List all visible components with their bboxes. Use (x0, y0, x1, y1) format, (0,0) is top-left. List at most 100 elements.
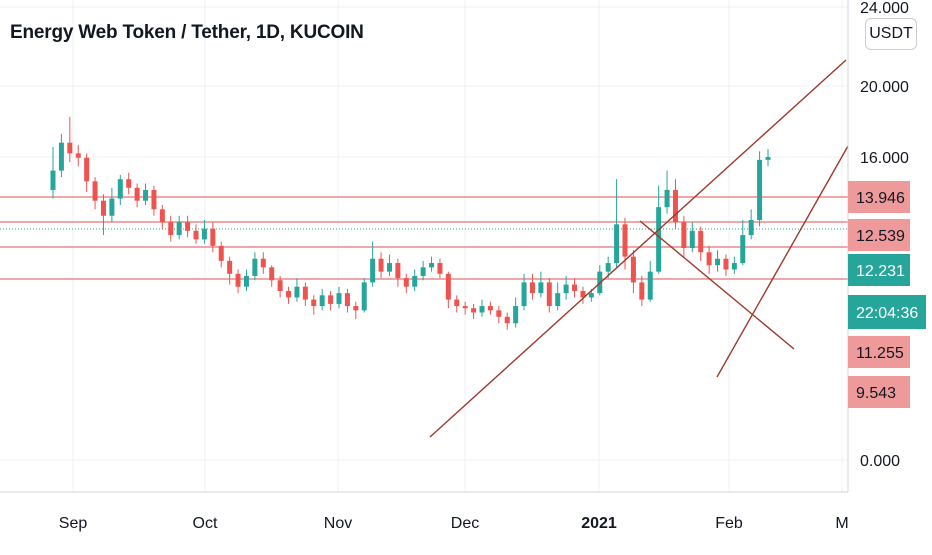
trend-line[interactable] (716, 145, 849, 378)
candle-body[interactable] (546, 282, 552, 307)
trend-line[interactable] (639, 220, 795, 350)
candle-body[interactable] (698, 230, 704, 253)
candle-body[interactable] (555, 293, 561, 307)
candle-body[interactable] (605, 263, 611, 272)
candle-body[interactable] (437, 263, 443, 274)
candle-body[interactable] (227, 260, 233, 274)
candle-body[interactable] (311, 299, 317, 307)
candle-body[interactable] (656, 207, 662, 272)
candle-body[interactable] (176, 222, 182, 236)
candle-body[interactable] (672, 189, 678, 223)
candle-body[interactable] (647, 271, 653, 300)
candle-body[interactable] (765, 157, 771, 160)
candle-body[interactable] (361, 282, 367, 311)
candle-body[interactable] (201, 228, 207, 240)
candle-body[interactable] (50, 170, 56, 190)
candle-body[interactable] (630, 256, 636, 283)
candle-body[interactable] (681, 222, 687, 248)
candle-body[interactable] (386, 263, 392, 272)
candle-body[interactable] (580, 291, 586, 298)
candle-body[interactable] (193, 230, 199, 240)
candle-body[interactable] (496, 310, 502, 317)
candle-body[interactable] (134, 187, 140, 201)
countdown-price-badge (848, 295, 926, 329)
candle-body[interactable] (538, 282, 544, 294)
candle-body[interactable] (689, 230, 695, 248)
candle-body[interactable] (218, 245, 224, 261)
candle-body[interactable] (748, 220, 754, 236)
candle-body[interactable] (715, 258, 721, 266)
currency-unit-button[interactable]: USDT (865, 18, 917, 50)
candle-body[interactable] (277, 280, 283, 291)
candle-body[interactable] (302, 286, 308, 300)
candle-body[interactable] (757, 159, 763, 221)
candle-body[interactable] (445, 273, 451, 300)
candle-body[interactable] (403, 278, 409, 287)
candle-body[interactable] (664, 189, 670, 208)
candle-body[interactable] (117, 179, 123, 199)
candle-body[interactable] (513, 306, 519, 324)
candle-body[interactable] (420, 267, 426, 276)
candle-body[interactable] (723, 258, 729, 270)
candle-body[interactable] (731, 263, 737, 270)
candle-body[interactable] (286, 291, 292, 298)
trend-line[interactable] (429, 59, 847, 438)
candle-body[interactable] (412, 275, 418, 287)
candle-body[interactable] (67, 142, 73, 154)
candle-body[interactable] (344, 293, 350, 307)
candle-body[interactable] (622, 224, 628, 257)
candle-body[interactable] (210, 228, 216, 246)
candle-body[interactable] (370, 258, 376, 283)
candle-body[interactable] (168, 222, 174, 236)
candle-body[interactable] (572, 284, 578, 291)
candle-body[interactable] (471, 308, 477, 313)
candle-body[interactable] (614, 224, 620, 264)
candle-body[interactable] (521, 282, 527, 307)
candle-body[interactable] (75, 153, 81, 158)
candle-body[interactable] (151, 189, 157, 210)
candle-body[interactable] (740, 235, 746, 264)
level-price-label: 9.543 (856, 385, 896, 402)
candle-body[interactable] (319, 295, 325, 307)
candle-body[interactable] (269, 267, 275, 281)
candle-body[interactable] (92, 181, 98, 201)
candle-body[interactable] (378, 258, 384, 272)
countdown-price-label: 22:04:36 (856, 305, 918, 322)
candle-body[interactable] (353, 306, 359, 311)
candle-body[interactable] (479, 306, 485, 313)
candle-body[interactable] (328, 295, 334, 304)
candle-body[interactable] (159, 209, 165, 223)
candle-body[interactable] (336, 293, 342, 304)
candle-body[interactable] (529, 282, 535, 294)
level-price-label: 12.539 (856, 228, 905, 245)
candle-body[interactable] (395, 263, 401, 279)
chart-title: Energy Web Token / Tether, 1D, KUCOIN (10, 22, 364, 43)
candle-body[interactable] (100, 200, 106, 216)
candle-body[interactable] (294, 286, 300, 298)
candle-body[interactable] (260, 258, 266, 268)
candle-body[interactable] (143, 189, 149, 201)
time-tick-label: Sep (59, 515, 88, 532)
price-tick-label: 24.000 (860, 0, 909, 17)
candle-body[interactable] (454, 299, 460, 307)
candle-body[interactable] (639, 282, 645, 300)
candle-body[interactable] (243, 275, 249, 287)
candle-body[interactable] (588, 293, 594, 298)
candle-body[interactable] (235, 273, 241, 287)
candle-body[interactable] (487, 306, 493, 311)
candle-body[interactable] (706, 252, 712, 266)
candle-body[interactable] (462, 306, 468, 309)
candle-body[interactable] (84, 157, 90, 182)
candle-body[interactable] (429, 263, 435, 268)
candle-body[interactable] (185, 222, 191, 231)
current-price-badge (848, 254, 910, 286)
candle-body[interactable] (563, 284, 569, 294)
candle-body[interactable] (109, 198, 115, 216)
candle-body[interactable] (504, 316, 510, 324)
time-tick-label: Feb (715, 515, 743, 532)
candle-body[interactable] (126, 179, 132, 188)
time-tick-label: Nov (324, 515, 352, 532)
candle-body[interactable] (58, 142, 64, 171)
candle-body[interactable] (252, 258, 258, 276)
